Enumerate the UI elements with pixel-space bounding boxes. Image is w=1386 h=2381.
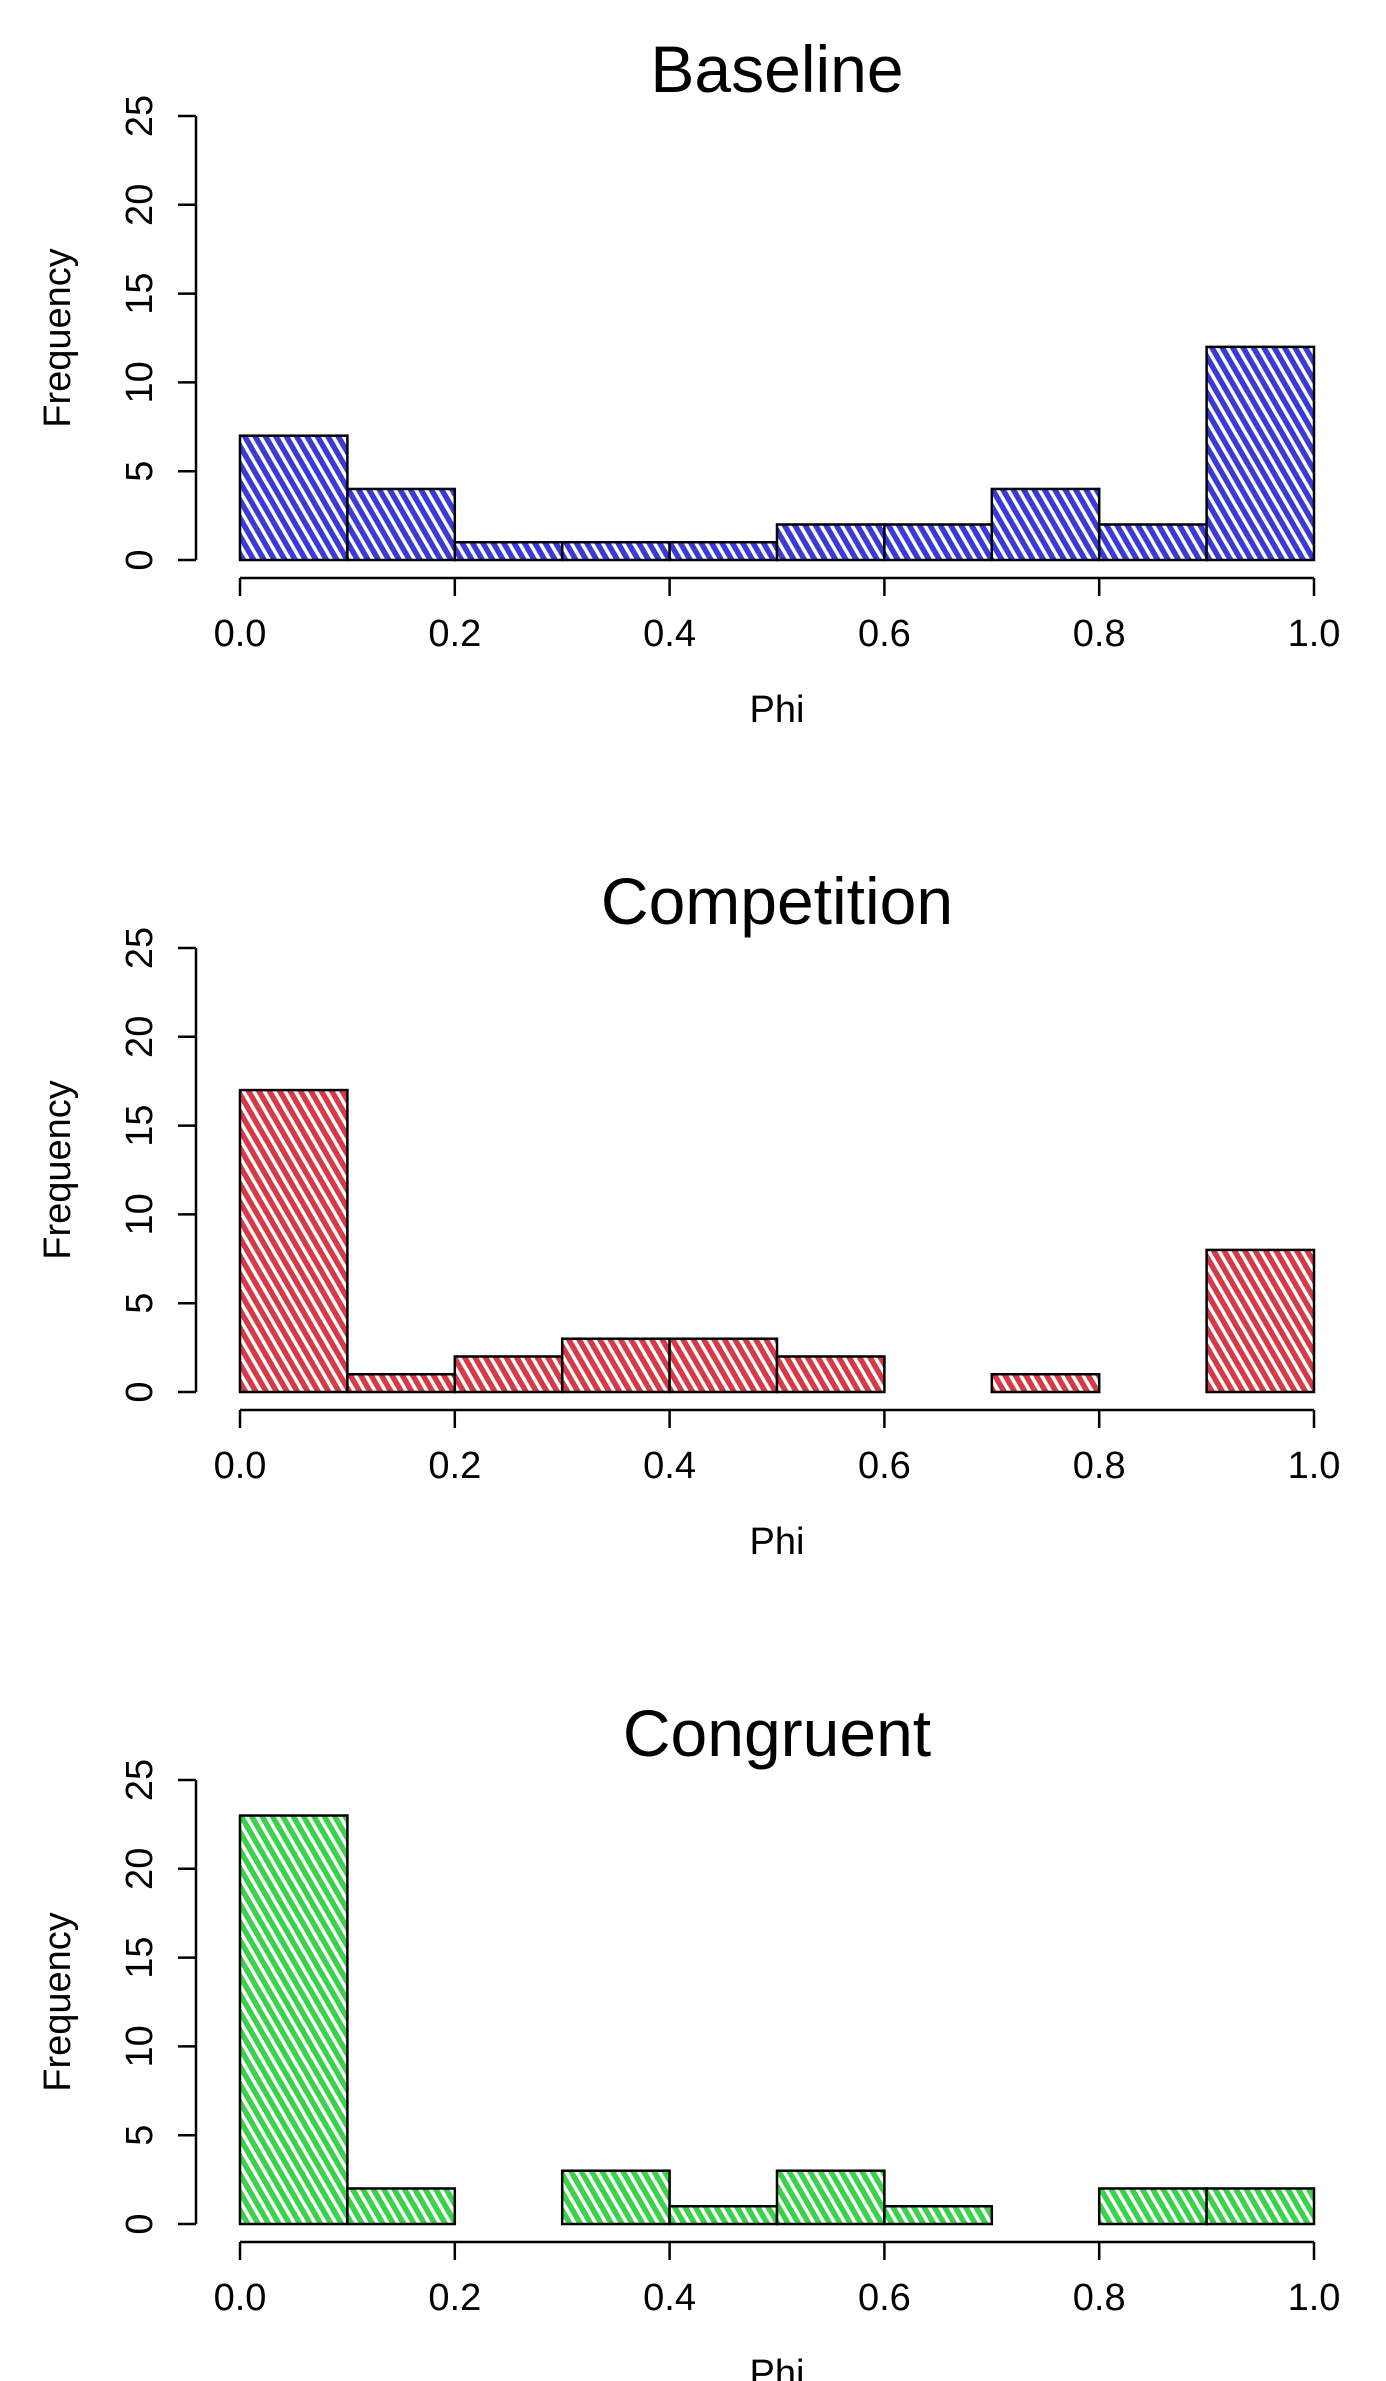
histogram-bar bbox=[346, 1372, 457, 1394]
x-tick-label: 0.8 bbox=[1073, 2277, 1126, 2319]
x-tick-label: 0.4 bbox=[643, 2277, 696, 2319]
histogram-bar bbox=[1205, 1248, 1316, 1394]
y-tick-label: 20 bbox=[119, 1848, 161, 1890]
histogram-bar bbox=[883, 2204, 994, 2226]
histogram-bar bbox=[668, 1337, 779, 1394]
y-tick-label: 25 bbox=[119, 1759, 161, 1801]
y-axis: 0 5 10 15 20 25 bbox=[119, 927, 198, 1403]
histogram-bar bbox=[775, 1355, 886, 1394]
x-tick-label: 0.6 bbox=[858, 1445, 911, 1487]
x-axis-label: Phi bbox=[750, 1521, 805, 1563]
y-tick-label: 10 bbox=[119, 361, 161, 403]
bars bbox=[238, 1814, 1316, 2226]
histogram-bar bbox=[1205, 2187, 1316, 2226]
y-tick-label: 0 bbox=[119, 1381, 161, 1402]
x-tick-label: 0.2 bbox=[428, 1445, 481, 1487]
histogram-bar bbox=[346, 487, 457, 562]
y-tick-label: 20 bbox=[119, 184, 161, 226]
x-axis-label: Phi bbox=[750, 689, 805, 731]
x-tick-label: 0.8 bbox=[1073, 613, 1126, 655]
histogram-bar bbox=[453, 540, 564, 562]
y-tick-label: 10 bbox=[119, 2025, 161, 2067]
y-tick-label: 15 bbox=[119, 272, 161, 314]
y-axis-label: Frequency bbox=[37, 248, 79, 428]
y-tick-label: 10 bbox=[119, 1193, 161, 1235]
y-tick-label: 15 bbox=[119, 1936, 161, 1978]
histogram-bar bbox=[560, 1337, 671, 1394]
y-tick-label: 25 bbox=[119, 927, 161, 969]
histogram-bar bbox=[990, 487, 1101, 562]
histogram-bar bbox=[883, 523, 994, 562]
bars bbox=[238, 345, 1316, 562]
histogram-bar bbox=[1205, 345, 1316, 562]
x-tick-label: 0.8 bbox=[1073, 1445, 1126, 1487]
x-tick-label: 0.0 bbox=[214, 2277, 267, 2319]
histogram-bar bbox=[560, 540, 671, 562]
chart-title: Competition bbox=[601, 864, 953, 938]
y-tick-label: 5 bbox=[119, 2125, 161, 2146]
panel-competition: Competition 0 5 10 15 20 25 0.0 0.2 0.4 0.6 0.8 1.… bbox=[37, 864, 1340, 1563]
y-axis-label: Frequency bbox=[37, 1912, 79, 2092]
histogram-bar bbox=[238, 1088, 349, 1394]
histogram-bar bbox=[560, 2169, 671, 2226]
x-tick-label: 0.4 bbox=[643, 1445, 696, 1487]
x-tick-label: 0.6 bbox=[858, 2277, 911, 2319]
y-tick-label: 25 bbox=[119, 95, 161, 137]
chart-title: Baseline bbox=[650, 32, 903, 106]
x-tick-label: 1.0 bbox=[1288, 2277, 1341, 2319]
y-tick-label: 5 bbox=[119, 461, 161, 482]
y-axis: 0 5 10 15 20 25 bbox=[119, 95, 198, 571]
x-tick-label: 0.2 bbox=[428, 2277, 481, 2319]
y-tick-label: 15 bbox=[119, 1104, 161, 1146]
x-axis: 0.0 0.2 0.4 0.6 0.8 1.0 bbox=[214, 2240, 1341, 2319]
x-tick-label: 0.0 bbox=[214, 613, 267, 655]
histogram-bar bbox=[668, 540, 779, 562]
x-axis-label: Phi bbox=[750, 2353, 805, 2381]
y-tick-label: 5 bbox=[119, 1293, 161, 1314]
x-tick-label: 1.0 bbox=[1288, 613, 1341, 655]
x-tick-label: 0.2 bbox=[428, 613, 481, 655]
histogram-bar bbox=[990, 1372, 1101, 1394]
x-axis: 0.0 0.2 0.4 0.6 0.8 1.0 bbox=[214, 576, 1341, 655]
x-tick-label: 0.0 bbox=[214, 1445, 267, 1487]
histogram-bar bbox=[1097, 523, 1208, 562]
y-tick-label: 0 bbox=[119, 549, 161, 570]
histogram-bar bbox=[775, 2169, 886, 2226]
panel-baseline: Baseline 0 5 10 15 20 25 0.0 0.2 0.4 0.6 0.8 1.0 P… bbox=[37, 32, 1340, 731]
y-tick-label: 0 bbox=[119, 2213, 161, 2234]
x-axis: 0.0 0.2 0.4 0.6 0.8 1.0 bbox=[214, 1408, 1341, 1487]
bars bbox=[238, 1088, 1316, 1394]
x-tick-label: 1.0 bbox=[1288, 1445, 1341, 1487]
histogram-bar bbox=[238, 1814, 349, 2226]
x-tick-label: 0.4 bbox=[643, 613, 696, 655]
histogram-bar bbox=[346, 2187, 457, 2226]
chart-title: Congruent bbox=[623, 1696, 931, 1770]
x-tick-label: 0.6 bbox=[858, 613, 911, 655]
histogram-bar bbox=[668, 2204, 779, 2226]
y-tick-label: 20 bbox=[119, 1016, 161, 1058]
histogram-bar bbox=[1097, 2187, 1208, 2226]
histogram-bar bbox=[775, 523, 886, 562]
histogram-bar bbox=[453, 1355, 564, 1394]
y-axis: 0 5 10 15 20 25 bbox=[119, 1759, 198, 2235]
y-axis-label: Frequency bbox=[37, 1080, 79, 1260]
histogram-bar bbox=[238, 434, 349, 562]
